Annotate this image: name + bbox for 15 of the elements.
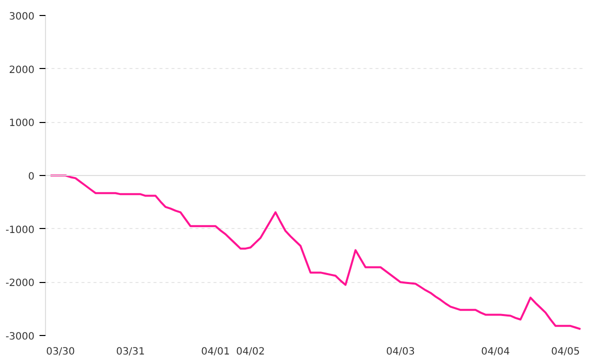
x-tick-label: 04/03 <box>386 346 415 358</box>
x-tick-label: 04/04 <box>481 346 510 358</box>
x-tick-label: 03/30 <box>46 346 75 358</box>
y-tick-label: -2000 <box>5 278 35 290</box>
y-tick-label: 3000 <box>9 12 35 22</box>
x-tick-label: 04/05 <box>551 346 580 358</box>
x-tick-label: 03/31 <box>116 346 145 358</box>
x-tick-label: 04/02 <box>236 346 265 358</box>
line-series <box>50 174 582 330</box>
x-tick-label: 04/01 <box>201 346 230 358</box>
y-tick-label: 1000 <box>9 118 35 130</box>
y-tick-label: 2000 <box>9 64 35 76</box>
y-tick-label: -3000 <box>5 332 35 342</box>
y-tick-label: 0 <box>28 172 35 182</box>
y-tick-label: -1000 <box>5 224 35 236</box>
